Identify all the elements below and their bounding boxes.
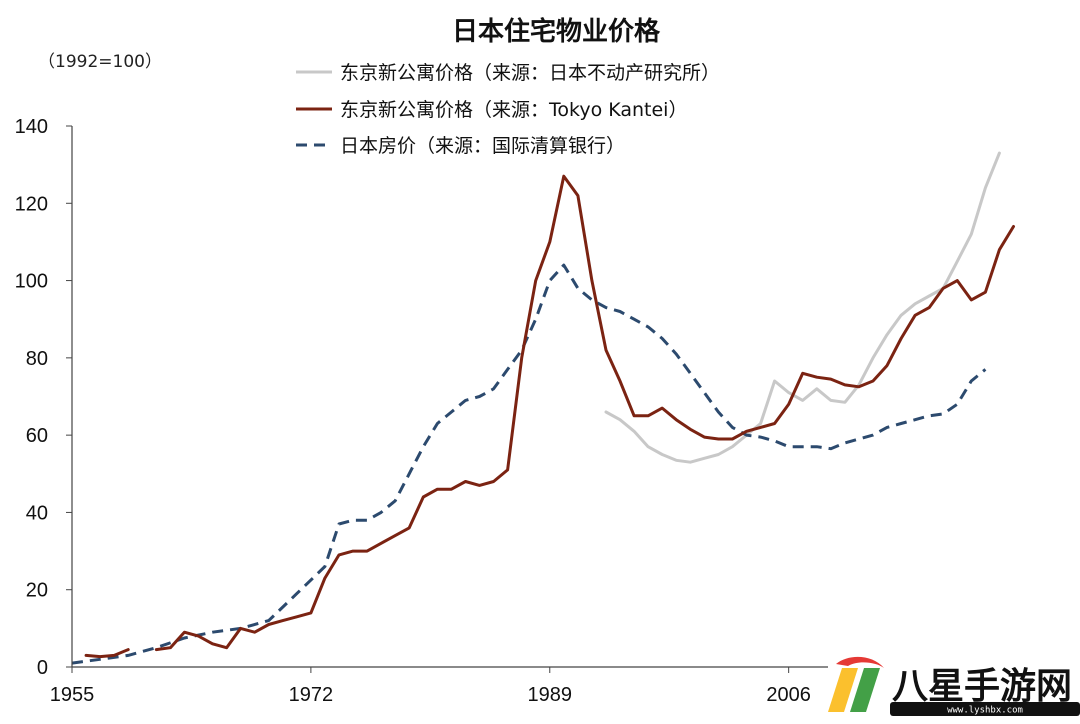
y-tick-label: 100 [15, 271, 48, 293]
x-tick-label: 2006 [766, 684, 811, 706]
y-tick-label: 80 [26, 348, 48, 370]
legend-label-3: 日本房价（来源：国际清算银行） [340, 135, 625, 157]
y-tick-label: 40 [26, 502, 48, 524]
y-tick-label: 140 [15, 116, 48, 138]
legend: 东京新公寓价格（来源：日本不动产研究所） 东京新公寓价格（来源：Tokyo Kan… [296, 62, 720, 157]
x-tick-label: 1955 [50, 684, 95, 706]
y-tick-label: 0 [37, 657, 48, 679]
logo-brand-text: 八星手游网 [892, 666, 1072, 707]
x-tick-label: 1989 [528, 684, 573, 706]
series-line-3 [71, 263, 987, 665]
logo-mark-icon-2 [850, 668, 880, 712]
y-tick-label: 20 [26, 580, 48, 602]
x-tick-label: 1972 [289, 684, 334, 706]
series-line-2 [84, 174, 1015, 659]
y-tick-label: 60 [26, 425, 48, 447]
logo-url-text: www.lyshbx.com [947, 706, 1023, 716]
legend-label-1: 东京新公寓价格（来源：日本不动产研究所） [340, 62, 720, 84]
legend-label-2: 东京新公寓价格（来源：Tokyo Kantei） [340, 99, 687, 121]
watermark-logo: 八星手游网 www.lyshbx.com [828, 656, 1080, 716]
logo-mark-icon [828, 668, 858, 712]
logo-url-bar [890, 702, 1080, 716]
axes: 0 20 40 60 80 100 120 140 1955 1972 1989 2006 [15, 116, 828, 706]
series-layer [71, 151, 1015, 665]
y-unit-label: （1992=100） [38, 52, 162, 72]
series-line-1 [604, 151, 1001, 464]
logo-mark-icon-3 [836, 656, 884, 668]
chart-title: 日本住宅物业价格 [452, 16, 661, 47]
y-tick-label: 120 [15, 193, 48, 215]
